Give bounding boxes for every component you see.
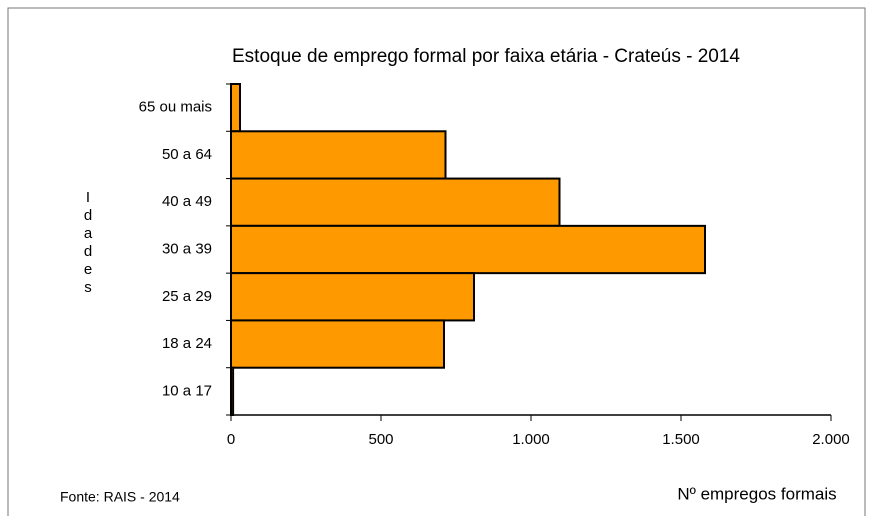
y-tick-label: 65 ou mais — [139, 99, 212, 116]
bar — [230, 177, 561, 227]
y-tick-label: 25 a 29 — [162, 288, 212, 305]
bar — [230, 272, 475, 322]
x-tick-label: 0 — [227, 431, 235, 448]
frame — [7, 7, 866, 516]
x-tick-label: 2.000 — [812, 431, 850, 448]
bar — [230, 83, 241, 133]
y-tick-label: 30 a 39 — [162, 240, 212, 257]
x-axis-label: Nº empregos formais — [677, 484, 836, 503]
y-tick-label: 10 a 17 — [162, 382, 212, 399]
y-tick-label: 40 a 49 — [162, 193, 212, 210]
source-note: Fonte: RAIS - 2014 — [60, 489, 180, 505]
x-tick-label: 500 — [368, 431, 393, 448]
bar — [230, 130, 447, 180]
chart-title: Estoque de emprego formal por faixa etár… — [232, 46, 740, 67]
bar — [230, 319, 445, 369]
y-tick-label: 18 a 24 — [162, 335, 212, 352]
x-tick-label: 1.500 — [662, 431, 700, 448]
x-tick-label: 1.000 — [512, 431, 550, 448]
y-tick-label: 50 a 64 — [162, 146, 212, 163]
bar — [230, 224, 706, 275]
